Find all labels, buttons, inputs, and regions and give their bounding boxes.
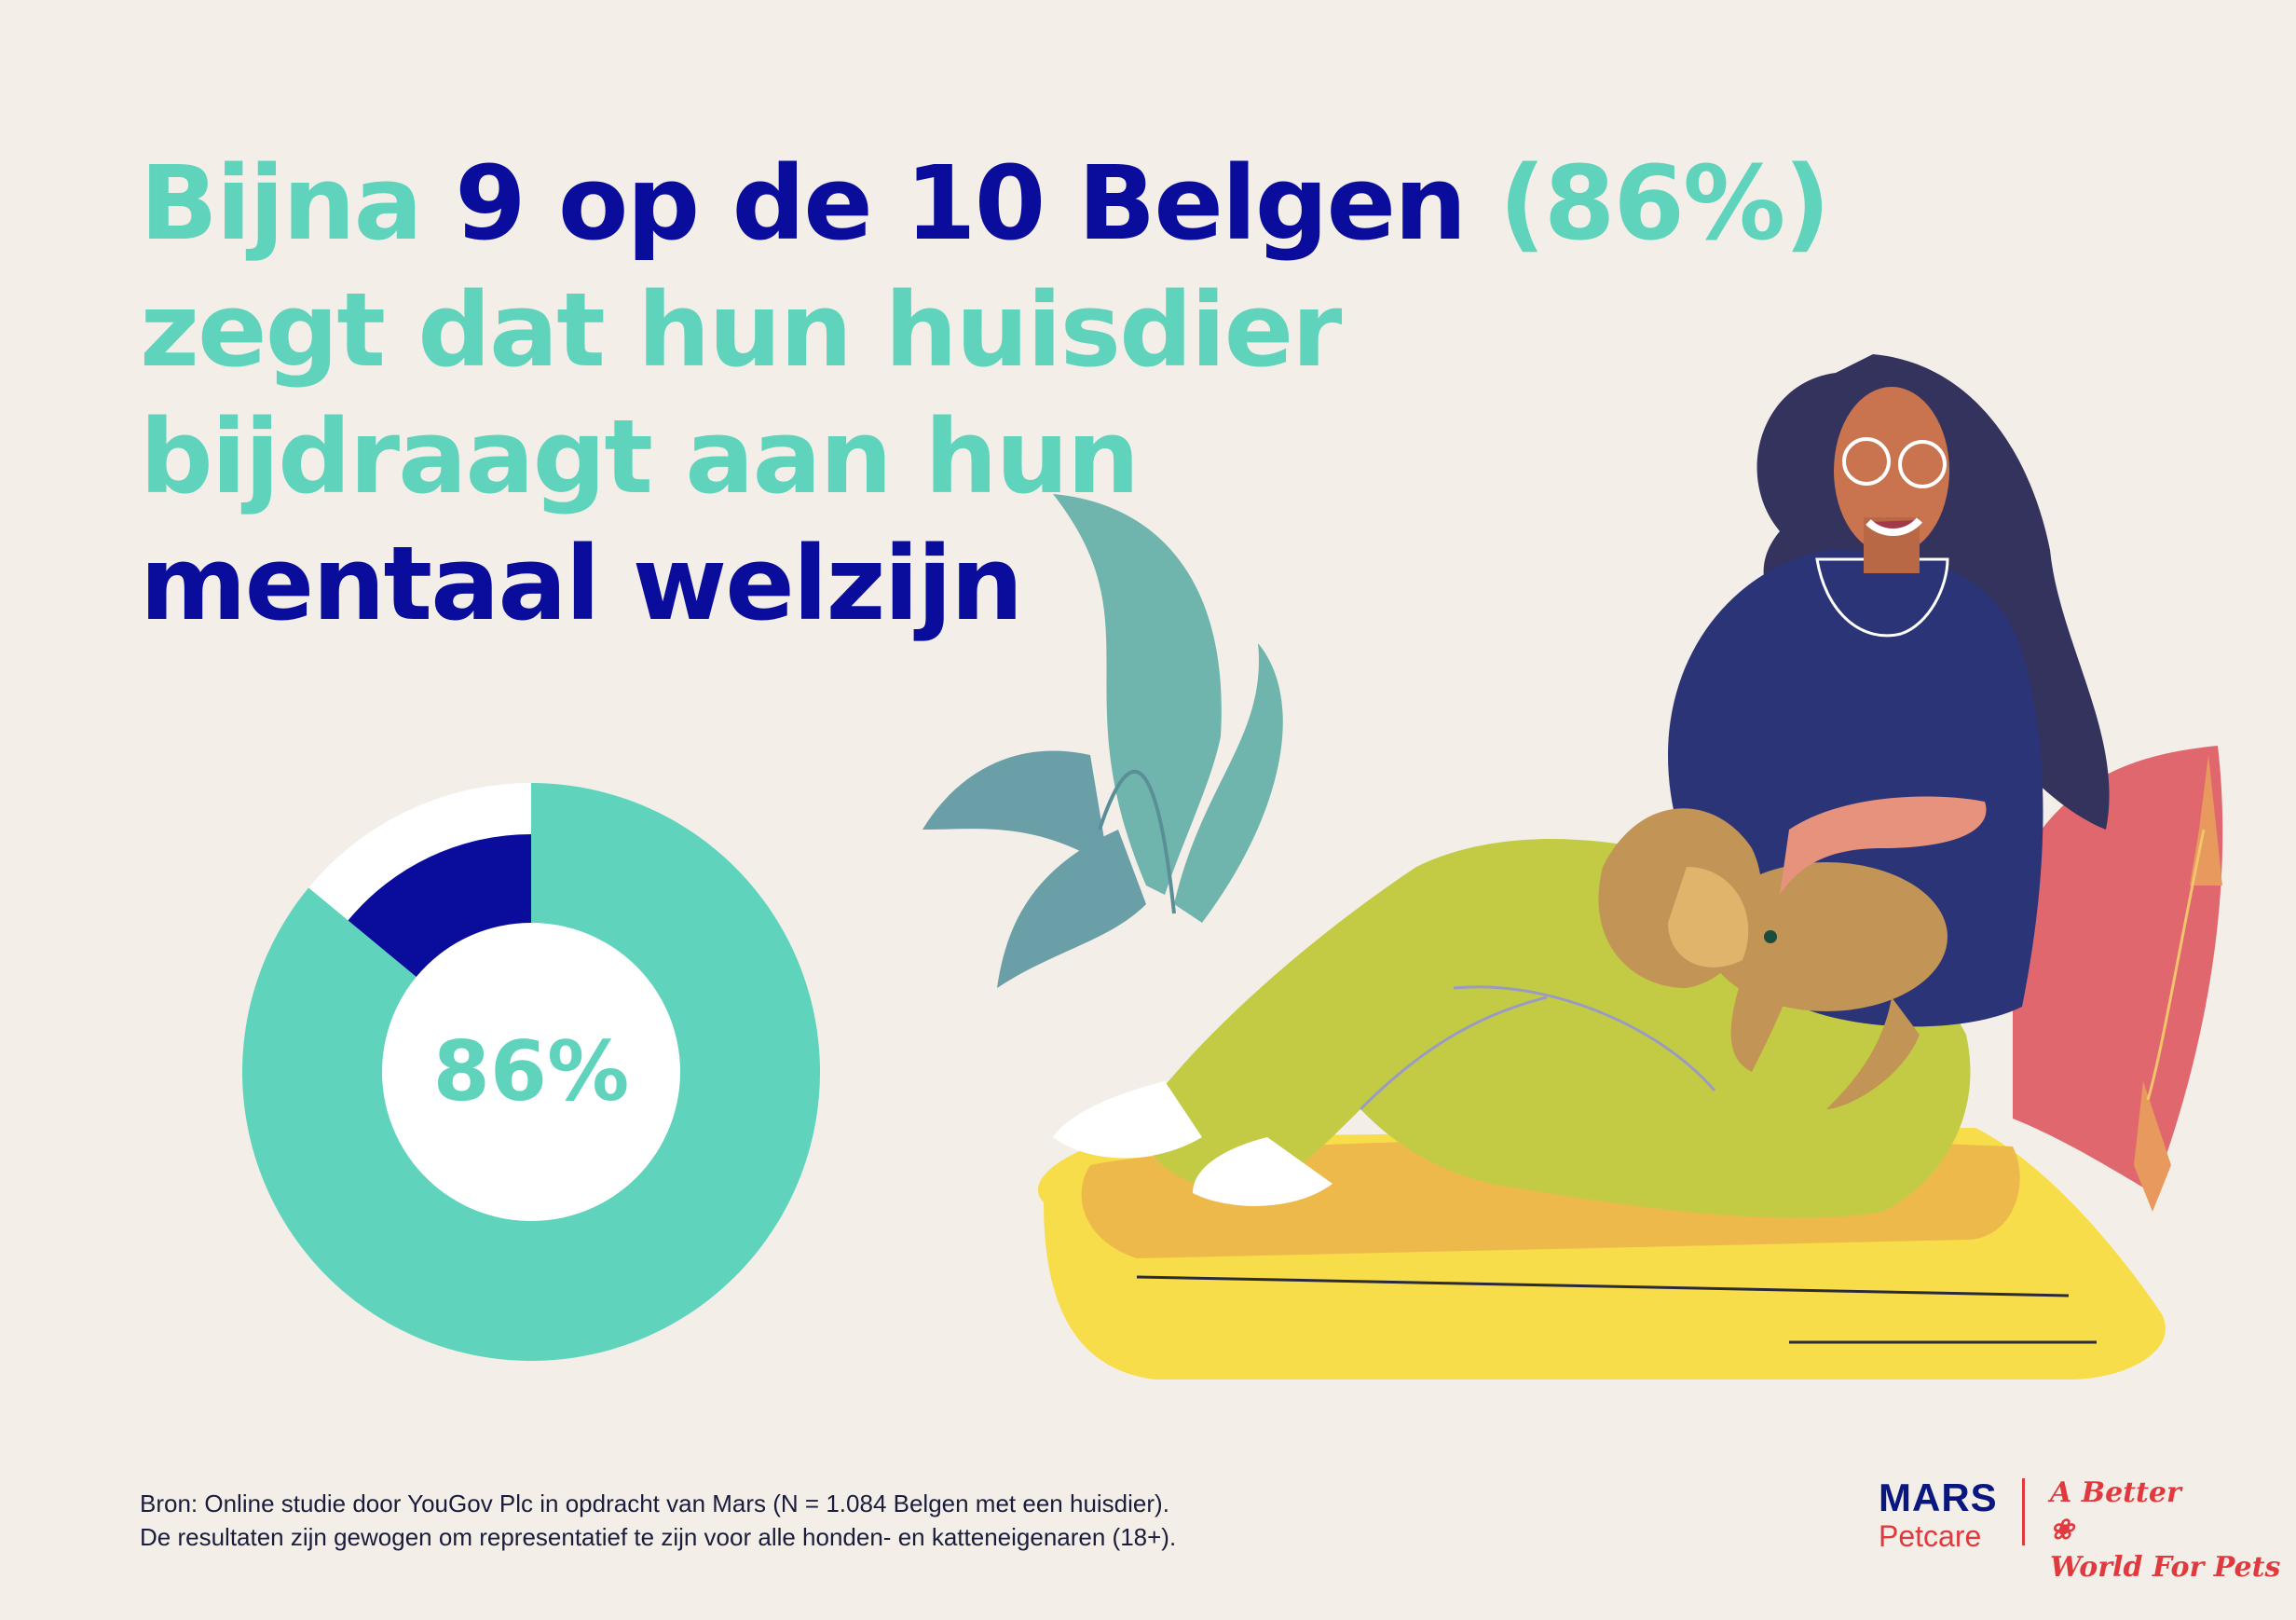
mars-petcare-logo: MARS Petcare	[1879, 1476, 1998, 1554]
paw-icon: ❀	[2050, 1514, 2074, 1546]
headline-lead: Bijna	[140, 144, 423, 263]
sock-icon	[1193, 1137, 1332, 1206]
headline-line-4: mentaal welzijn	[140, 524, 1023, 643]
headline-line-3: bijdraagt aan hun	[140, 397, 1140, 516]
logo-sub: Petcare	[1879, 1519, 1982, 1553]
logo-brand: MARS	[1879, 1476, 1998, 1519]
woman-with-dog-illustration-icon	[922, 354, 2223, 1380]
tagline-logo: A Better ❀ World For Pets	[2050, 1475, 2280, 1586]
logo-divider	[2022, 1478, 2025, 1545]
hand-icon	[1780, 796, 1987, 895]
cushion-icon	[2013, 746, 2223, 1212]
tagline-line-1: A Better ❀	[2050, 1475, 2280, 1549]
headline-line-2: zegt dat hun huisdier	[140, 270, 1342, 390]
headline: Bijna 9 op de 10 Belgen (86%) zegt dat h…	[140, 140, 1831, 647]
headline-percentage: (86%)	[1498, 144, 1831, 263]
sock-icon	[1053, 1081, 1202, 1159]
donut-center-label: 86%	[433, 1023, 630, 1119]
donut-slice-2	[348, 834, 531, 978]
dog-icon	[1598, 808, 1948, 1109]
footnote-line-1: Bron: Online studie door YouGov Plc in o…	[140, 1490, 1169, 1517]
face-icon	[1834, 387, 1949, 555]
donut-chart: 86%	[242, 783, 820, 1361]
headline-highlight: 9 op de 10 Belgen	[455, 144, 1467, 263]
headline-line-1: Bijna 9 op de 10 Belgen (86%)	[140, 140, 1831, 267]
source-footnote: Bron: Online studie door YouGov Plc in o…	[140, 1487, 1176, 1554]
donut-slice-1	[242, 783, 820, 1361]
tagline-line-2: World For Pets	[2050, 1551, 2281, 1584]
footnote-line-2: De resultaten zijn gewogen om representa…	[140, 1523, 1177, 1551]
plant-icon	[922, 494, 1283, 988]
